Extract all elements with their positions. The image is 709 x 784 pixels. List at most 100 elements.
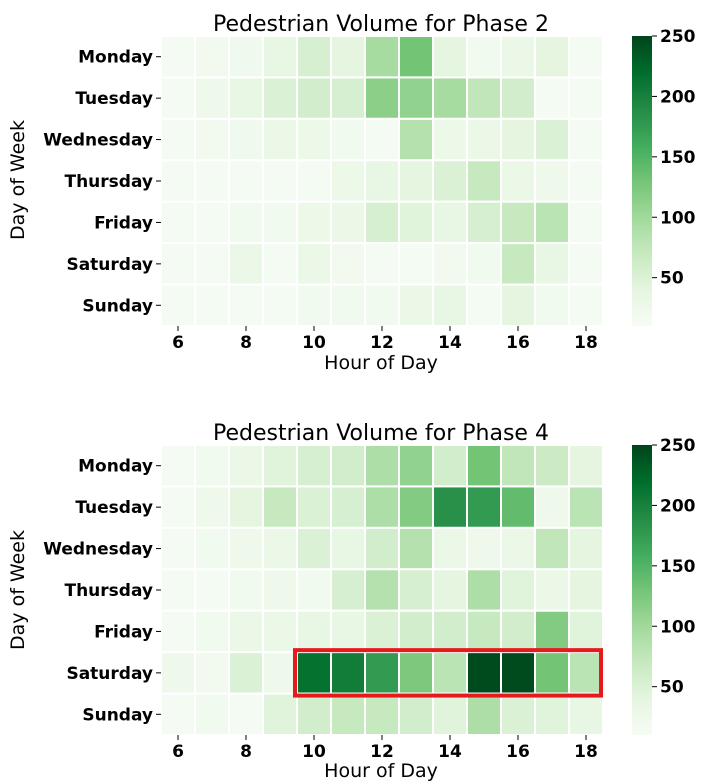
- heatmap-cell: [194, 200, 230, 245]
- heatmap-cell: [194, 651, 230, 695]
- y-tick-label: Saturday: [66, 255, 153, 275]
- chart-title: Pedestrian Volume for Phase 4: [213, 421, 549, 446]
- heatmap-cell: [534, 159, 570, 203]
- heatmap-cell: [500, 609, 536, 654]
- heatmap-cell: [364, 117, 400, 162]
- y-tick-label: Monday: [78, 48, 153, 68]
- heatmap-cell: [262, 692, 298, 736]
- heatmap-cell: [534, 35, 570, 79]
- heatmap-cell: [228, 35, 264, 79]
- heatmap-cell: [330, 159, 366, 203]
- heatmap-cell: [500, 692, 536, 736]
- heatmap-cell: [228, 526, 264, 571]
- heatmap-cell: [432, 692, 468, 736]
- heatmap-cell: [568, 651, 604, 695]
- heatmap-cell: [330, 485, 366, 529]
- heatmap-cell: [500, 117, 536, 162]
- heatmap-cell: [296, 692, 332, 736]
- x-tick-label: 12: [370, 333, 394, 353]
- heatmap-cell: [364, 283, 400, 328]
- colorbar-tick-label: 100: [660, 617, 696, 637]
- heatmap-cell: [466, 159, 502, 203]
- heatmap-cells: [160, 35, 604, 328]
- heatmap-cell: [160, 76, 196, 120]
- x-tick-label: 10: [302, 333, 326, 353]
- heatmap-cell: [364, 200, 400, 245]
- heatmap-cell: [534, 283, 570, 328]
- heatmap-cell: [228, 159, 264, 203]
- heatmap-cell: [500, 200, 536, 245]
- heatmap-cell: [466, 485, 502, 529]
- heatmap-cell: [296, 76, 332, 120]
- heatmap-cell: [500, 651, 536, 695]
- heatmap-cell: [466, 609, 502, 654]
- heatmap-cell: [568, 526, 604, 571]
- heatmap-cell: [568, 568, 604, 612]
- heatmap-cell: [466, 242, 502, 286]
- heatmap-cell: [568, 159, 604, 203]
- x-tick-label: 16: [506, 333, 530, 353]
- heatmap-cell: [534, 526, 570, 571]
- heatmap-cell: [364, 35, 400, 79]
- y-tick-label: Sunday: [82, 296, 153, 316]
- heatmap-cell: [500, 485, 536, 529]
- heatmap-cell: [194, 35, 230, 79]
- heatmap-cell: [432, 651, 468, 695]
- heatmap-cell: [364, 242, 400, 286]
- heatmap-cell: [330, 283, 366, 328]
- heatmap-cell: [228, 609, 264, 654]
- heatmap-cell: [262, 651, 298, 695]
- y-tick-label: Wednesday: [43, 540, 153, 560]
- colorbar-tick-label: 150: [660, 557, 696, 577]
- heatmap-cell: [398, 692, 434, 736]
- heatmap-cell: [194, 526, 230, 571]
- heatmap-cell: [296, 651, 332, 695]
- heatmap-cell: [296, 609, 332, 654]
- heatmap-cell: [296, 117, 332, 162]
- x-tick-labels: 6 8 10 12 14 16 18: [172, 735, 598, 762]
- heatmap-cell: [194, 159, 230, 203]
- heatmap-cell: [160, 35, 196, 79]
- heatmap-cell: [534, 242, 570, 286]
- heatmap-cell: [568, 35, 604, 79]
- heatmap-cell: [432, 242, 468, 286]
- heatmap-cell: [364, 526, 400, 571]
- heatmap-cell: [262, 242, 298, 286]
- heatmap-cell: [398, 444, 434, 488]
- heatmap-cell: [568, 609, 604, 654]
- y-tick-labels: Monday Tuesday Wednesday Thursday Friday Satu…: [43, 457, 161, 725]
- heatmap-cell: [194, 76, 230, 120]
- x-tick-label: 8: [240, 742, 252, 762]
- x-tick-label: 6: [172, 742, 184, 762]
- y-tick-label: Thursday: [64, 172, 153, 192]
- heatmap-cell: [568, 485, 604, 529]
- heatmap-cell: [364, 444, 400, 488]
- heatmap-cell: [466, 35, 502, 79]
- heatmap-cell: [432, 283, 468, 328]
- heatmap-cell: [364, 485, 400, 529]
- heatmap-cell: [534, 651, 570, 695]
- highlight-box: [293, 648, 603, 698]
- y-axis-label: Day of Week: [7, 120, 29, 240]
- colorbar-tick-label: 250: [660, 27, 696, 47]
- heatmap-panel-phase-2: Pedestrian Volume for Phase 2 Monday Tues…: [7, 12, 696, 374]
- heatmap-cell: [398, 117, 434, 162]
- heatmap-cell: [466, 117, 502, 162]
- heatmap-cell: [160, 200, 196, 245]
- heatmap-cell: [296, 35, 332, 79]
- heatmap-cell: [500, 568, 536, 612]
- heatmap-cell: [296, 444, 332, 488]
- heatmap-cell: [296, 200, 332, 245]
- x-tick-label: 12: [370, 742, 394, 762]
- heatmap-cell: [262, 568, 298, 612]
- heatmap-cell: [398, 651, 434, 695]
- heatmap-cell: [228, 568, 264, 612]
- y-tick-label: Tuesday: [75, 498, 153, 518]
- heatmap-cell: [398, 200, 434, 245]
- heatmap-cell: [432, 609, 468, 654]
- heatmap-cell: [194, 568, 230, 612]
- heatmap-cell: [296, 283, 332, 328]
- heatmap-cell: [262, 283, 298, 328]
- colorbar-tick-label: 100: [660, 208, 696, 228]
- heatmap-cell: [534, 568, 570, 612]
